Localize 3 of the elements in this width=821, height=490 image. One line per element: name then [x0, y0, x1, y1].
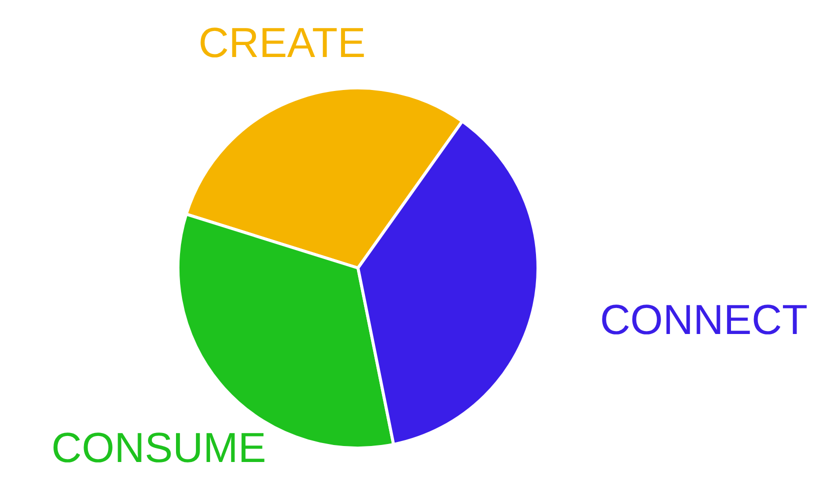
slice-label: CREATE	[198, 18, 366, 66]
slice-label: CONNECT	[600, 296, 808, 343]
slice-label: CONSUME	[51, 424, 266, 471]
